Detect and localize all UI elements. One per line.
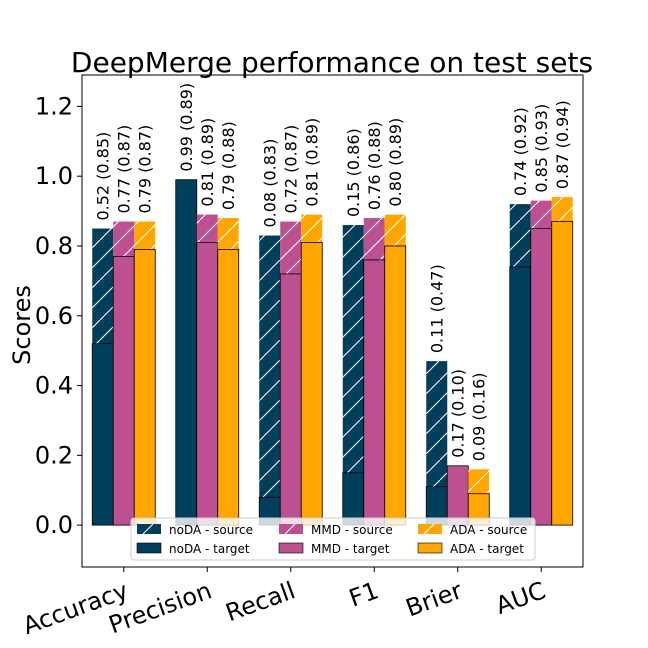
legend-entry: MMD - target	[278, 542, 390, 556]
bar-noda-target-auc	[509, 266, 532, 526]
bar-ada-target-accuracy	[133, 249, 156, 526]
y-tick-label: 0.4	[35, 372, 73, 400]
legend-hatch	[142, 523, 154, 535]
chart-title: DeepMerge performance on test sets	[71, 46, 593, 79]
y-tick-label: 1.2	[35, 92, 73, 120]
legend-label: noDA - source	[169, 523, 253, 537]
y-tick-label: 0.6	[35, 302, 73, 330]
bar-noda-target-f1	[342, 472, 365, 526]
bar-value-label: 0.76 (0.88)	[365, 121, 384, 210]
y-tick-label: 0.0	[35, 511, 73, 539]
bar-hatch-noda-f1	[342, 225, 364, 526]
legend-swatch	[279, 524, 303, 534]
bar-mmd-target-brier	[446, 465, 469, 526]
bar-value-label: 0.72 (0.87)	[282, 125, 301, 214]
y-axis: 0.0 0.2 0.4 0.6 0.8 1.0 1.2	[35, 92, 82, 539]
bar-value-label: 0.85 (0.93)	[532, 104, 551, 193]
legend-swatch	[136, 542, 162, 554]
y-tick-label: 0.2	[35, 441, 73, 469]
legend-entry: noDA - source	[137, 523, 253, 537]
legend-label: noDA - target	[169, 542, 250, 556]
legend-swatch	[278, 542, 304, 554]
bar-ada-target-auc	[551, 221, 574, 526]
bar-value-label: 0.17 (0.10)	[449, 369, 468, 458]
bar-value-label: 0.87 (0.94)	[553, 100, 572, 189]
legend-entry: MMD - source	[279, 523, 393, 537]
legend-swatch	[417, 542, 443, 554]
bar-value-label: 0.99 (0.89)	[177, 83, 196, 172]
bar-value-label: 0.81 (0.89)	[198, 118, 217, 207]
legend-label: ADA - source	[450, 523, 527, 537]
bar-mmd-target-f1	[363, 259, 386, 526]
bar-ada-target-precision	[217, 249, 240, 526]
bars-group	[91, 179, 574, 526]
bar-ada-target-recall	[300, 242, 323, 526]
bar-value-label: 0.52 (0.85)	[94, 132, 113, 221]
y-tick-label: 1.0	[35, 162, 73, 190]
legend-label: MMD - source	[311, 523, 393, 537]
bar-labels-group: 0.52 (0.85) 0.77 (0.87) 0.79 (0.87) 0.99 (0…	[94, 83, 573, 461]
legend-entry: ADA - source	[418, 523, 527, 537]
legend-swatch	[137, 524, 161, 534]
bar-ada-target-f1	[384, 245, 407, 526]
bar-value-label: 0.09 (0.16)	[470, 372, 489, 461]
bar-value-label: 0.79 (0.87)	[136, 125, 155, 214]
bar-value-label: 0.79 (0.88)	[219, 121, 238, 210]
bar-value-label: 0.15 (0.86)	[344, 128, 363, 217]
legend-label: ADA - target	[450, 542, 524, 556]
bar-value-label: 0.81 (0.89)	[303, 118, 322, 207]
bar-mmd-target-auc	[530, 228, 553, 526]
bar-value-label: 0.80 (0.89)	[386, 118, 405, 207]
y-tick-label: 0.8	[35, 232, 73, 260]
legend-label: MMD - target	[311, 542, 390, 556]
bar-value-label: 0.74 (0.92)	[511, 107, 530, 196]
bar-hatch-noda-recall	[259, 235, 281, 526]
legend-entry: ADA - target	[417, 542, 524, 556]
bar-noda-target-precision	[175, 179, 198, 526]
legend: noDA - source MMD - source ADA - source noD…	[130, 517, 536, 561]
plot-frame	[81, 74, 584, 568]
bar-value-label: 0.08 (0.83)	[261, 139, 280, 228]
legend-hatch	[423, 523, 435, 535]
bar-value-label: 0.77 (0.87)	[115, 125, 134, 214]
y-axis-label: Scores	[8, 285, 36, 365]
legend-swatch	[418, 524, 442, 534]
bar-hatch-noda-brier	[426, 361, 448, 526]
bar-noda-target-accuracy	[91, 343, 114, 526]
legend-entry: noDA - target	[136, 542, 250, 556]
bar-mmd-target-accuracy	[112, 256, 135, 526]
bar-mmd-target-precision	[196, 242, 219, 526]
bar-value-label: 0.11 (0.47)	[428, 264, 447, 353]
bar-mmd-target-recall	[279, 273, 302, 526]
legend-hatch	[284, 523, 296, 535]
